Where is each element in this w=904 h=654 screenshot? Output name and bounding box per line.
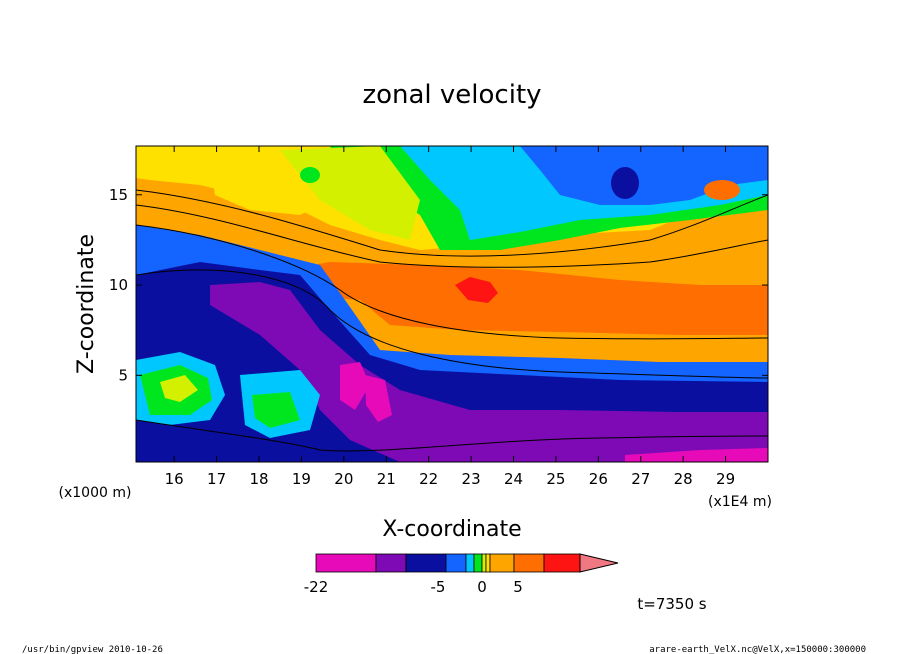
x-axis: 16 17 18 19 20 21 22 23 24 25 26 27 28 29	[165, 146, 735, 488]
colorbar-segment	[473, 553, 483, 573]
footer-left: /usr/bin/gpview 2010-10-26	[22, 645, 163, 654]
x-tick-label: 27	[631, 470, 650, 488]
chart-title: zonal velocity	[362, 80, 541, 110]
contour-lines	[136, 189, 768, 452]
x-tick-label: 29	[716, 470, 735, 488]
colorbar-segment	[315, 553, 377, 573]
x-tick-label: 28	[674, 470, 693, 488]
plot-area	[135, 145, 769, 463]
x-tick-label: 24	[504, 470, 523, 488]
field-magenta	[340, 362, 768, 462]
colorbar-tick-label: -22	[304, 578, 329, 596]
y-axis: 5 10 15	[109, 186, 768, 384]
x-axis-label: X-coordinate	[382, 517, 521, 542]
y-tick-label: 10	[109, 276, 128, 294]
colorbar-tick-label: -5	[431, 578, 446, 596]
x-tick-label: 23	[462, 470, 481, 488]
colorbar-segment	[485, 553, 491, 573]
x-unit-right: (x1E4 m)	[708, 494, 772, 510]
field-red-core	[455, 277, 498, 303]
colorbar	[315, 553, 619, 573]
colorbar-segment	[543, 553, 581, 573]
field-blob-green	[300, 167, 320, 183]
colorbar-segment	[375, 553, 407, 573]
time-label: t=7350 s	[637, 595, 706, 613]
colorbar-segment	[445, 553, 467, 573]
colorbar-segment	[405, 553, 447, 573]
x-tick-label: 25	[546, 470, 565, 488]
x-tick-label: 19	[292, 470, 311, 488]
x-tick-label: 18	[249, 470, 268, 488]
y-tick-label: 5	[118, 366, 128, 384]
field-lowmid-green	[252, 392, 300, 428]
x-tick-label: 16	[165, 470, 184, 488]
colorbar-segment	[481, 553, 487, 573]
x-tick-label: 21	[377, 470, 396, 488]
footer-right: arare-earth_VelX.nc@VelX,x=150000:300000	[649, 645, 866, 654]
colorbar-ticks: -22 -5 0 5	[304, 578, 523, 596]
field-purple	[210, 282, 768, 462]
field-blob-orange	[704, 180, 740, 200]
x-tick-label: 20	[334, 470, 353, 488]
field-lowleft-yellow	[160, 375, 198, 402]
x-tick-label: 22	[419, 470, 438, 488]
colorbar-segment	[465, 553, 475, 573]
colorbar-tick-label: 5	[513, 578, 523, 596]
colorbar-segment	[513, 553, 545, 573]
contour-field	[136, 146, 768, 462]
colorbar-segment	[489, 553, 515, 573]
plot-frame	[135, 145, 769, 463]
field-blob-blue	[611, 167, 639, 199]
y-tick-label: 15	[109, 186, 128, 204]
colorbar-tick-label: 0	[477, 578, 487, 596]
x-tick-label: 26	[589, 470, 608, 488]
colorbar-segment	[579, 553, 619, 573]
y-axis-label: Z-coordinate	[74, 234, 99, 374]
x-unit-left: (x1000 m)	[59, 485, 132, 501]
x-tick-label: 17	[207, 470, 226, 488]
